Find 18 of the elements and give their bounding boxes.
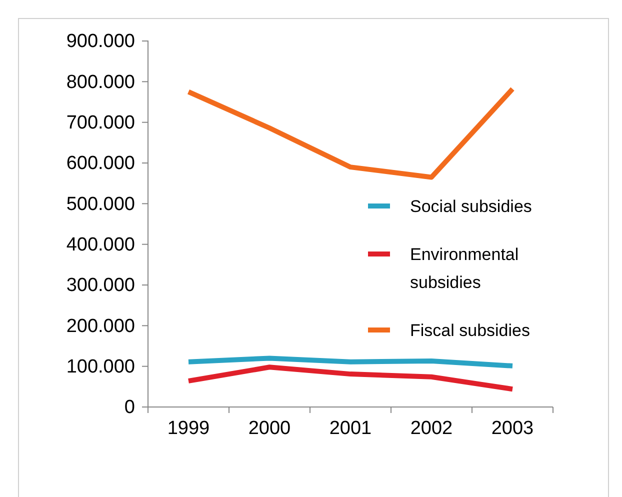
y-tick-label: 100.000: [66, 356, 135, 378]
y-tick-label: 700.000: [66, 112, 135, 134]
x-tick-label: 2003: [491, 418, 534, 439]
y-tick-label: 500.000: [66, 194, 135, 215]
y-tick-label: 400.000: [66, 234, 135, 256]
y-tick-label: 600.000: [66, 153, 135, 174]
y-tick-label: 800.000: [66, 72, 135, 93]
x-tick-label: 2000: [248, 418, 291, 439]
y-tick-label: 0: [124, 397, 135, 418]
legend-label: Fiscal subsidies: [410, 321, 530, 340]
legend-label: Social subsidies: [410, 197, 532, 216]
x-tick-label: 2002: [410, 418, 453, 439]
y-tick-label: 300.000: [66, 275, 135, 296]
y-tick-label: 900.000: [66, 31, 135, 52]
legend-label: Environmental subsidies: [410, 245, 519, 292]
x-tick-label: 2001: [329, 418, 372, 439]
x-tick-label: 1999: [167, 418, 210, 439]
y-tick-label: 200.000: [66, 316, 135, 337]
